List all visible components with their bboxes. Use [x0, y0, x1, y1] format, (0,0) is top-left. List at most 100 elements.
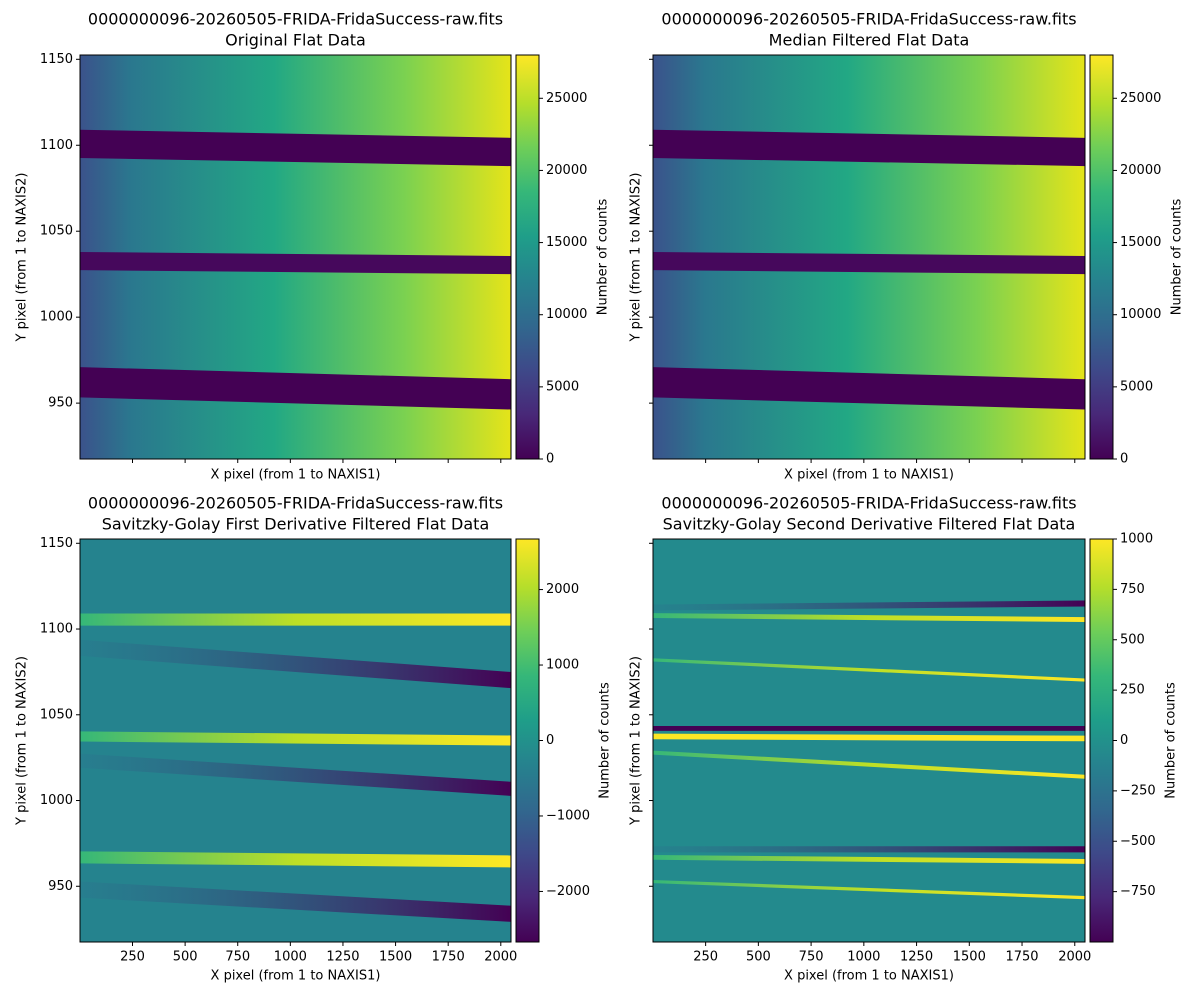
- image-area: [653, 55, 1085, 459]
- x-tick-label: 2000: [484, 950, 517, 965]
- colorbar-tick-label: −1000: [546, 808, 590, 823]
- colorbar: [1090, 55, 1113, 459]
- chart-subtitle: Median Filtered Flat Data: [769, 31, 970, 50]
- image-band: [653, 846, 1085, 853]
- x-tick-label: 250: [120, 950, 145, 965]
- chart-subtitle: Original Flat Data: [225, 31, 366, 50]
- image-band: [80, 129, 511, 167]
- x-axis-label: X pixel (from 1 to NAXIS1): [784, 468, 954, 483]
- x-axis-label: X pixel (from 1 to NAXIS1): [211, 969, 381, 984]
- image-band: [653, 658, 1085, 682]
- panel: 0000000096-20260505-FRIDA-FridaSuccess-r…: [629, 494, 1179, 984]
- y-axis-label: Y pixel (from 1 to NAXIS2): [629, 656, 644, 826]
- chart-title: 0000000096-20260505-FRIDA-FridaSuccess-r…: [88, 10, 503, 29]
- colorbar-frame: [515, 54, 540, 460]
- y-tick-label: 1000: [40, 310, 73, 325]
- colorbar-tick-label: 20000: [546, 163, 587, 178]
- colorbar-tick-label: 500: [1120, 632, 1145, 647]
- image-area: [80, 539, 511, 942]
- colorbar-label: Number of counts: [598, 682, 613, 799]
- y-tick-label: 1150: [40, 536, 73, 551]
- axes-frame: [652, 54, 1086, 460]
- image-band: [653, 733, 1085, 742]
- x-tick-label: 1000: [274, 950, 307, 965]
- colorbar-tick-label: 0: [1120, 452, 1128, 467]
- y-tick-label: 950: [48, 396, 73, 411]
- colorbar-label: Number of counts: [1164, 682, 1179, 799]
- image-band: [653, 750, 1085, 779]
- x-tick-label: 250: [693, 950, 718, 965]
- image-band: [653, 854, 1085, 864]
- image-band: [653, 251, 1085, 275]
- y-tick-label: 1100: [40, 622, 73, 637]
- x-tick-label: 1750: [432, 950, 465, 965]
- colorbar-tick-label: 15000: [1120, 235, 1161, 250]
- y-tick-label: 1150: [40, 52, 73, 67]
- image-band: [653, 129, 1085, 167]
- colorbar-tick-label: 0: [1120, 733, 1128, 748]
- image-band: [653, 613, 1085, 623]
- x-tick-label: 1500: [953, 950, 986, 965]
- chart-subtitle: Savitzky-Golay Second Derivative Filtere…: [663, 515, 1076, 534]
- chart-title: 0000000096-20260505-FRIDA-FridaSuccess-r…: [661, 10, 1076, 29]
- image-band: [80, 731, 511, 746]
- chart-title: 0000000096-20260505-FRIDA-FridaSuccess-r…: [88, 494, 503, 513]
- chart-subtitle: Savitzky-Golay First Derivative Filtered…: [102, 515, 490, 534]
- colorbar: [516, 55, 539, 459]
- image-band: [80, 639, 511, 689]
- y-tick-label: 1050: [40, 707, 73, 722]
- colorbar-tick-label: 25000: [546, 91, 587, 106]
- colorbar-tick-label: −750: [1120, 884, 1156, 899]
- panel: 0000000096-20260505-FRIDA-FridaSuccess-r…: [629, 10, 1185, 483]
- x-tick-label: 1250: [900, 950, 933, 965]
- colorbar-tick-label: 15000: [546, 235, 587, 250]
- chart-title: 0000000096-20260505-FRIDA-FridaSuccess-r…: [661, 494, 1076, 513]
- colorbar-tick-label: −2000: [546, 884, 590, 899]
- x-axis-label: X pixel (from 1 to NAXIS1): [211, 468, 381, 483]
- image-area: [80, 55, 511, 459]
- colorbar-tick-label: 0: [546, 452, 554, 467]
- image-band: [653, 600, 1085, 611]
- x-tick-label: 1750: [1005, 950, 1038, 965]
- x-axis-label: X pixel (from 1 to NAXIS1): [784, 969, 954, 984]
- image-area: [653, 539, 1085, 942]
- y-tick-label: 1100: [40, 138, 73, 153]
- axes-frame: [79, 538, 512, 943]
- x-tick-label: 500: [746, 950, 771, 965]
- image-band: [653, 725, 1085, 731]
- colorbar-tick-label: 25000: [1120, 91, 1161, 106]
- x-tick-label: 750: [225, 950, 250, 965]
- x-tick-label: 1000: [847, 950, 880, 965]
- x-tick-label: 1250: [326, 950, 359, 965]
- y-axis-label: Y pixel (from 1 to NAXIS2): [15, 656, 30, 826]
- colorbar-tick-label: 5000: [546, 379, 579, 394]
- image-band: [80, 367, 511, 410]
- colorbar-label: Number of counts: [596, 199, 611, 316]
- image-band: [80, 613, 511, 626]
- colorbar-tick-label: −500: [1120, 834, 1156, 849]
- colorbar-tick-label: 750: [1120, 582, 1145, 597]
- image-band: [653, 367, 1085, 410]
- axes-frame: [652, 538, 1086, 943]
- image-band: [653, 879, 1085, 900]
- colorbar-tick-label: 2000: [546, 582, 579, 597]
- x-tick-label: 2000: [1058, 950, 1091, 965]
- image-band: [80, 753, 511, 796]
- colorbar-tick-label: 10000: [1120, 307, 1161, 322]
- colorbar-tick-label: 5000: [1120, 379, 1153, 394]
- y-tick-label: 1000: [40, 793, 73, 808]
- panel: 0000000096-20260505-FRIDA-FridaSuccess-r…: [15, 10, 611, 483]
- image-band: [80, 251, 511, 275]
- colorbar-tick-label: 10000: [546, 307, 587, 322]
- y-tick-label: 1050: [40, 224, 73, 239]
- colorbar-tick-label: 20000: [1120, 163, 1161, 178]
- colorbar: [516, 539, 539, 942]
- y-axis-label: Y pixel (from 1 to NAXIS2): [15, 173, 30, 343]
- axes-frame: [79, 54, 512, 460]
- y-axis-label: Y pixel (from 1 to NAXIS2): [629, 173, 644, 343]
- colorbar-tick-label: −250: [1120, 783, 1156, 798]
- colorbar-tick-label: 250: [1120, 683, 1145, 698]
- image-band: [80, 851, 511, 868]
- colorbar-label: Number of counts: [1170, 199, 1185, 316]
